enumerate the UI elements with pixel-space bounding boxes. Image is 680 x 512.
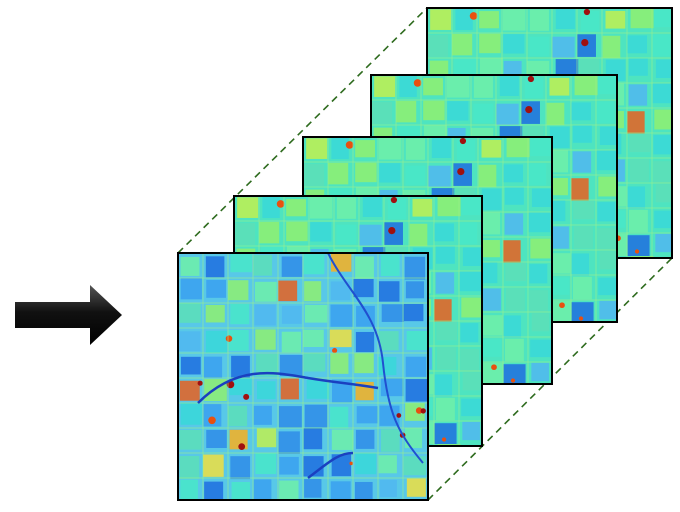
layer-stack bbox=[178, 8, 672, 500]
diagram bbox=[0, 0, 680, 512]
page: {} (() => { const NS = 'http://www.w3.or… bbox=[0, 0, 680, 512]
band-image bbox=[178, 253, 428, 500]
arrow bbox=[15, 285, 122, 345]
